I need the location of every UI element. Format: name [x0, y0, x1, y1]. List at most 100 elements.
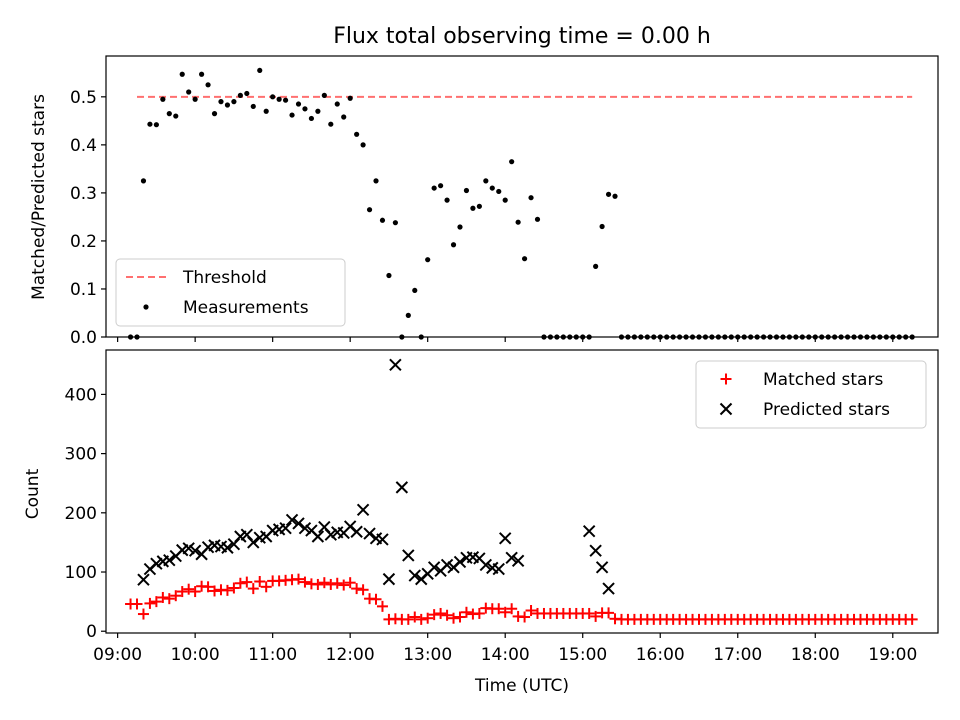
count-legend: Matched stars Predicted stars [695, 360, 927, 429]
matched-star-point [402, 613, 414, 625]
measurement-point [605, 191, 612, 197]
measurement-point [166, 111, 172, 117]
measurement-point [140, 178, 147, 184]
measurement-point [341, 114, 347, 120]
measurement-point [289, 112, 295, 118]
matched-star-point [338, 579, 350, 591]
legend-matched-label: Matched stars [763, 370, 883, 390]
matched-star-point [170, 590, 182, 602]
predicted-star-point [511, 554, 525, 567]
predicted-star-point [498, 532, 512, 545]
legend-predicted-label: Predicted stars [763, 400, 890, 420]
measurement-point [612, 193, 618, 199]
count-y-tick-label: 300 [65, 445, 97, 465]
count-x-ticks: 09:00 10:00 11:00 12:00 13:00 14:00 15:00 16:00… [93, 633, 917, 665]
measurement-point [379, 217, 386, 223]
ratio-legend: Threshold Measurements [115, 258, 346, 327]
measurement-point [593, 263, 599, 269]
measurement-point [528, 195, 534, 201]
matched-star-point [234, 577, 246, 589]
matched-star-point [292, 573, 304, 585]
matched-star-point [583, 607, 595, 619]
measurement-point [147, 121, 153, 127]
matched-star-point [415, 613, 427, 625]
ratio-y-tick-label: 0.0 [70, 328, 97, 348]
ratio-y-ticks: 0.0 0.1 0.2 0.3 0.4 0.5 [70, 88, 106, 348]
count-y-tick-label: 100 [65, 563, 97, 583]
predicted-star-point [285, 513, 299, 527]
matched-star-point [163, 593, 175, 605]
count-x-tick-label: 09:00 [93, 645, 142, 665]
matched-star-point [137, 608, 149, 620]
measurement-point [509, 159, 515, 165]
legend-measurements-swatch [143, 304, 149, 310]
matched-star-point [247, 583, 259, 595]
measurement-point [153, 122, 159, 128]
count-x-tick-label: 17:00 [713, 645, 762, 665]
matched-star-point [331, 577, 343, 589]
predicted-star-point [279, 521, 292, 535]
predicted-star-point [350, 525, 363, 538]
matched-star-point [150, 596, 162, 608]
matched-star-point [448, 612, 460, 624]
predicted-star-point [382, 572, 396, 586]
matched-star-point [260, 581, 272, 593]
measurement-point [470, 205, 476, 211]
ratio-panel: Flux total observing time = 0.00 h 0.0 0.… [29, 24, 939, 348]
matched-star-point [428, 609, 440, 621]
matched-star-point [299, 576, 311, 588]
matched-star-point [525, 605, 537, 617]
ratio-y-tick-label: 0.5 [70, 88, 97, 108]
measurement-point [302, 106, 308, 112]
measurement-point [405, 312, 411, 318]
measurement-point [534, 216, 541, 222]
matched-star-point [318, 577, 330, 589]
matched-star-point [460, 606, 472, 618]
matched-star-point [473, 607, 485, 619]
count-y-axis-label: Count [23, 468, 43, 519]
ratio-y-tick-label: 0.4 [70, 136, 97, 156]
count-x-tick-label: 10:00 [171, 645, 220, 665]
matched-star-point [422, 612, 434, 624]
legend-measurements-label: Measurements [183, 298, 309, 318]
measurement-point [457, 224, 463, 230]
measurement-point [444, 197, 450, 203]
predicted-star-point [595, 561, 609, 574]
matched-star-point [344, 577, 356, 589]
matched-star-point [228, 582, 240, 594]
chart-title: Flux total observing time = 0.00 h [333, 24, 711, 49]
matched-star-point [202, 581, 214, 593]
measurement-point [192, 96, 198, 102]
predicted-star-point [589, 544, 602, 557]
count-y-tick-label: 200 [65, 504, 97, 524]
predicted-star-point [182, 542, 195, 555]
matched-star-point [325, 578, 337, 590]
count-x-tick-label: 16:00 [636, 645, 685, 665]
measurement-point [347, 95, 353, 101]
count-axes-frame [105, 349, 939, 634]
measurement-point [599, 223, 605, 230]
measurement-point [425, 257, 431, 263]
measurement-point [334, 101, 340, 107]
predicted-star-point [150, 557, 163, 570]
predicted-star-point [582, 524, 596, 538]
matched-star-point [312, 578, 324, 590]
matched-star-point [176, 586, 188, 598]
matched-star-point [183, 583, 195, 595]
measurement-point [276, 96, 282, 102]
matched-star-point [241, 576, 253, 588]
ratio-y-tick-label: 0.1 [70, 280, 97, 300]
predicted-star-point [188, 544, 202, 557]
measurement-point [315, 108, 321, 114]
matched-star-point [499, 606, 511, 618]
predicted-star-point [221, 541, 234, 554]
predicted-star-point [356, 503, 370, 517]
count-matched-layer [125, 573, 918, 625]
ratio-y-axis-label: Matched/Predicted stars [29, 94, 49, 300]
ratio-y-tick-label: 0.2 [70, 232, 97, 252]
matched-star-point [409, 611, 421, 623]
count-x-tick-label: 14:00 [481, 645, 530, 665]
measurement-point [295, 101, 302, 107]
